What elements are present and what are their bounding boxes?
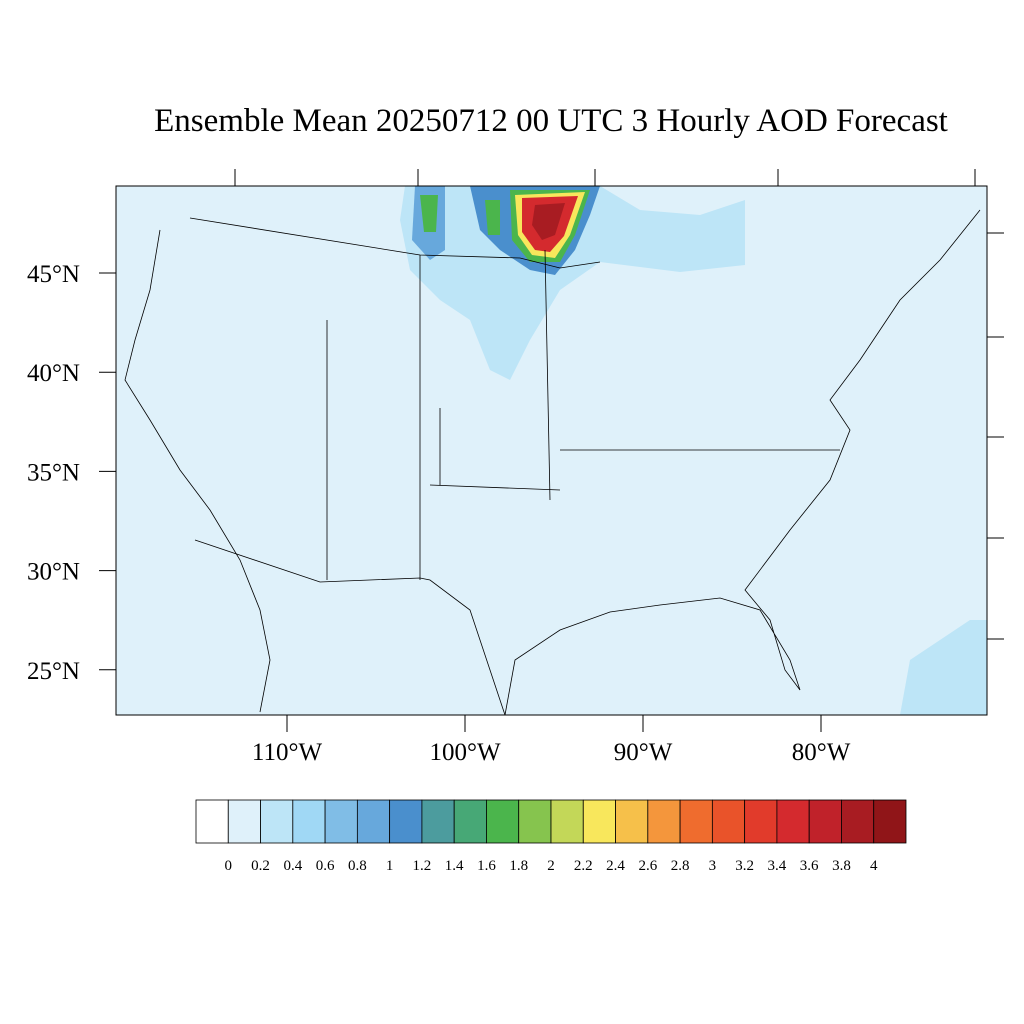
color-box [550, 799, 584, 844]
colorbar-label: 3.4 [768, 858, 787, 874]
colorbar-label: 4 [870, 858, 878, 874]
colorbar-label: 3 [709, 858, 717, 874]
axis-labels: 45°N 40°N 35°N 30°N 25°N 110°W 100°W 90°W 80°W [27, 261, 851, 766]
plume [532, 203, 565, 240]
colorbar-label: 0.6 [316, 858, 335, 874]
colorbar-label: 1 [386, 858, 394, 874]
lon-label: 110°W [252, 739, 323, 766]
color-box [292, 799, 326, 844]
colorbar: 0 0.2 0.4 0.6 0.8 1 1.2 1.4 1.6 1.8 2 2.2 2.4 2.6 2.8 3… [195, 799, 907, 874]
borders [124, 209, 981, 716]
color-box [808, 799, 842, 844]
colorbar-label: 2.2 [574, 858, 593, 874]
lon-label: 80°W [792, 739, 851, 766]
haze [900, 620, 987, 715]
lat-label: 25°N [27, 658, 80, 685]
lon-label: 90°W [614, 739, 673, 766]
frame-ticks [234, 169, 1004, 640]
colorbar-label: 2 [547, 858, 555, 874]
color-box [486, 799, 520, 844]
plume [485, 200, 500, 235]
color-box [518, 799, 552, 844]
lon-label: 100°W [429, 739, 500, 766]
colorbar-label: 2.4 [606, 858, 625, 874]
map [115, 169, 1004, 716]
colorbar-label: 3.2 [735, 858, 754, 874]
colorbar-label: 3.6 [800, 858, 819, 874]
color-box [421, 799, 455, 844]
lat-label: 40°N [27, 360, 80, 387]
colorbar-label: 1.4 [445, 858, 464, 874]
color-box [615, 799, 649, 844]
colorbar-label: 1.6 [477, 858, 496, 874]
color-box [453, 799, 487, 844]
color-box [227, 799, 261, 844]
title: Ensemble Mean 20250712 00 UTC 3 Hourly A… [154, 103, 948, 139]
colorbar-label: 1.8 [509, 858, 528, 874]
map-frame [115, 185, 988, 716]
color-box [744, 799, 778, 844]
lat-label: 35°N [27, 459, 80, 486]
colorbar-label: 2.6 [638, 858, 657, 874]
color-box [711, 799, 746, 844]
color-box [679, 799, 713, 844]
lat-label: 45°N [27, 261, 80, 288]
color-box [873, 799, 907, 844]
colorbar-label: 1.2 [413, 858, 432, 874]
color-box [356, 799, 391, 844]
color-box [841, 799, 875, 844]
lat-label: 30°N [27, 559, 80, 586]
color-box [260, 799, 294, 844]
colorbar-label: 0 [225, 858, 233, 874]
color-box [389, 799, 423, 844]
colorbar-label: 0.8 [348, 858, 367, 874]
colorbar-label: 2.8 [671, 858, 690, 874]
colorbar-label: 0.2 [251, 858, 270, 874]
colorbar-label: 3.8 [832, 858, 851, 874]
plume [420, 195, 438, 232]
color-box [776, 799, 810, 844]
color-box [195, 799, 229, 844]
color-box [582, 799, 616, 844]
color-box [324, 799, 358, 844]
color-box [647, 799, 681, 844]
colorbar-label: 0.4 [283, 858, 302, 874]
